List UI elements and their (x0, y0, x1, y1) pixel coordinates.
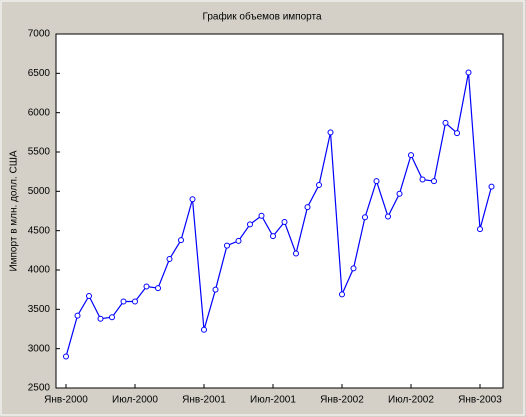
point (385, 213, 391, 220)
point (109, 314, 115, 321)
point (431, 178, 437, 185)
x-tick-label: Янв-2002 (320, 395, 364, 406)
point (396, 190, 403, 197)
x-tick-label: Июл-2000 (112, 395, 158, 406)
point (235, 237, 242, 244)
point (155, 285, 161, 292)
y-tick-label: 5000 (28, 186, 51, 197)
point (442, 119, 449, 126)
y-tick-label: 4500 (28, 225, 51, 236)
x-tick-label: Июл-2001 (250, 395, 296, 406)
point (350, 265, 357, 272)
y-tick-label: 6500 (28, 68, 51, 79)
point (477, 226, 483, 233)
point (454, 130, 460, 137)
point (270, 233, 276, 240)
point (74, 312, 81, 319)
point (304, 204, 311, 211)
point (132, 298, 138, 305)
y-tick-label: 3000 (28, 343, 51, 354)
chart-title: График объемов импорта (202, 11, 321, 23)
x-tick-label: Июл-2002 (388, 395, 434, 406)
plot-area (55, 33, 504, 389)
point (86, 292, 92, 299)
point (408, 152, 414, 159)
y-axis-label: Импорт в млн. долл. США (9, 150, 20, 271)
point (224, 242, 230, 249)
y-tick-label: 5500 (28, 147, 51, 158)
y-tick-label: 7000 (28, 29, 51, 40)
point (373, 178, 380, 185)
point (120, 298, 127, 305)
point (293, 250, 299, 257)
point (201, 326, 207, 333)
point (143, 283, 150, 290)
y-tick-label: 3500 (28, 304, 51, 315)
x-tick-label: Янв-2001 (182, 395, 226, 406)
point (339, 291, 345, 298)
point (97, 315, 104, 322)
y-tick-label: 2500 (28, 383, 51, 394)
x-tick-label: Янв-2003 (458, 395, 502, 406)
point (362, 214, 368, 221)
point (166, 255, 173, 262)
point (488, 183, 495, 190)
y-tick-label: 4000 (28, 265, 51, 276)
point (316, 182, 322, 189)
point (212, 286, 219, 293)
point (327, 129, 334, 136)
point (63, 353, 69, 360)
y-tick-label: 6000 (28, 107, 51, 118)
point (258, 212, 265, 219)
point (189, 196, 196, 203)
point (178, 237, 184, 244)
series-line (65, 72, 493, 357)
point (281, 219, 288, 226)
point (465, 69, 472, 76)
point (247, 221, 253, 228)
point (419, 176, 426, 183)
x-tick-label: Янв-2000 (44, 395, 88, 406)
